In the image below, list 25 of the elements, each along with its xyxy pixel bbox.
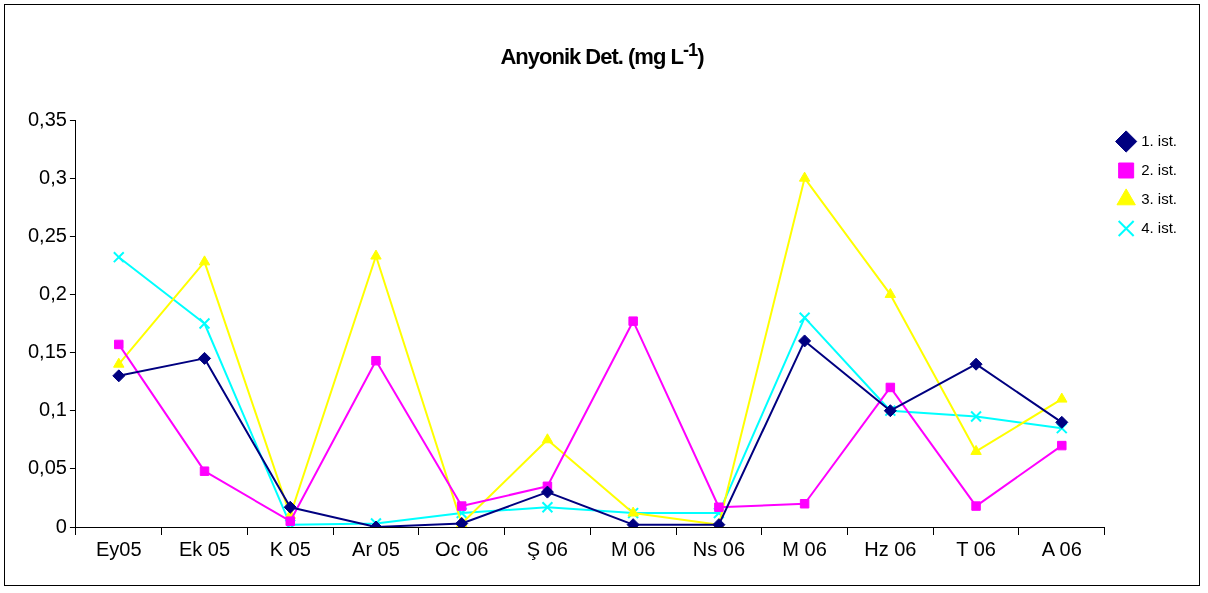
x-tick-label: Ns 06	[692, 537, 746, 560]
x-tick-label: K 05	[269, 537, 311, 560]
y-tick-label: 0,25	[27, 223, 67, 246]
y-tick-label: 0,1	[39, 398, 67, 421]
x-tick-label: Ek 05	[178, 537, 231, 560]
x-tick-label: Oc 06	[435, 537, 489, 560]
chart-title: Anyonik Det. (mg L$^{-1}$)	[499, 39, 705, 71]
y-tick-label: 0,2	[39, 281, 67, 304]
x-tick-label: Ey05	[95, 537, 142, 560]
y-tick-label: 0,3	[39, 165, 67, 188]
y-tick-label: 0,35	[27, 107, 67, 130]
x-tick-label: T 06	[956, 537, 996, 560]
y-tick-label: 0	[55, 514, 67, 537]
x-tick-label: A 06	[1041, 537, 1082, 560]
x-tick-label: Ş 06	[526, 537, 568, 560]
x-tick-label: M 06	[782, 537, 827, 560]
legend-label: 4. ist.	[1141, 218, 1178, 236]
y-tick-label: 0,15	[27, 340, 67, 363]
legend-label: 2. ist.	[1141, 160, 1178, 178]
legend-label: 1. ist.	[1141, 131, 1178, 149]
x-tick-label: M 06	[610, 537, 656, 560]
x-tick-label: Hz 06	[864, 537, 917, 560]
legend-label: 3. ist.	[1141, 189, 1178, 207]
y-tick-label: 0,05	[27, 456, 67, 479]
x-tick-label: Ar 05	[352, 537, 400, 560]
